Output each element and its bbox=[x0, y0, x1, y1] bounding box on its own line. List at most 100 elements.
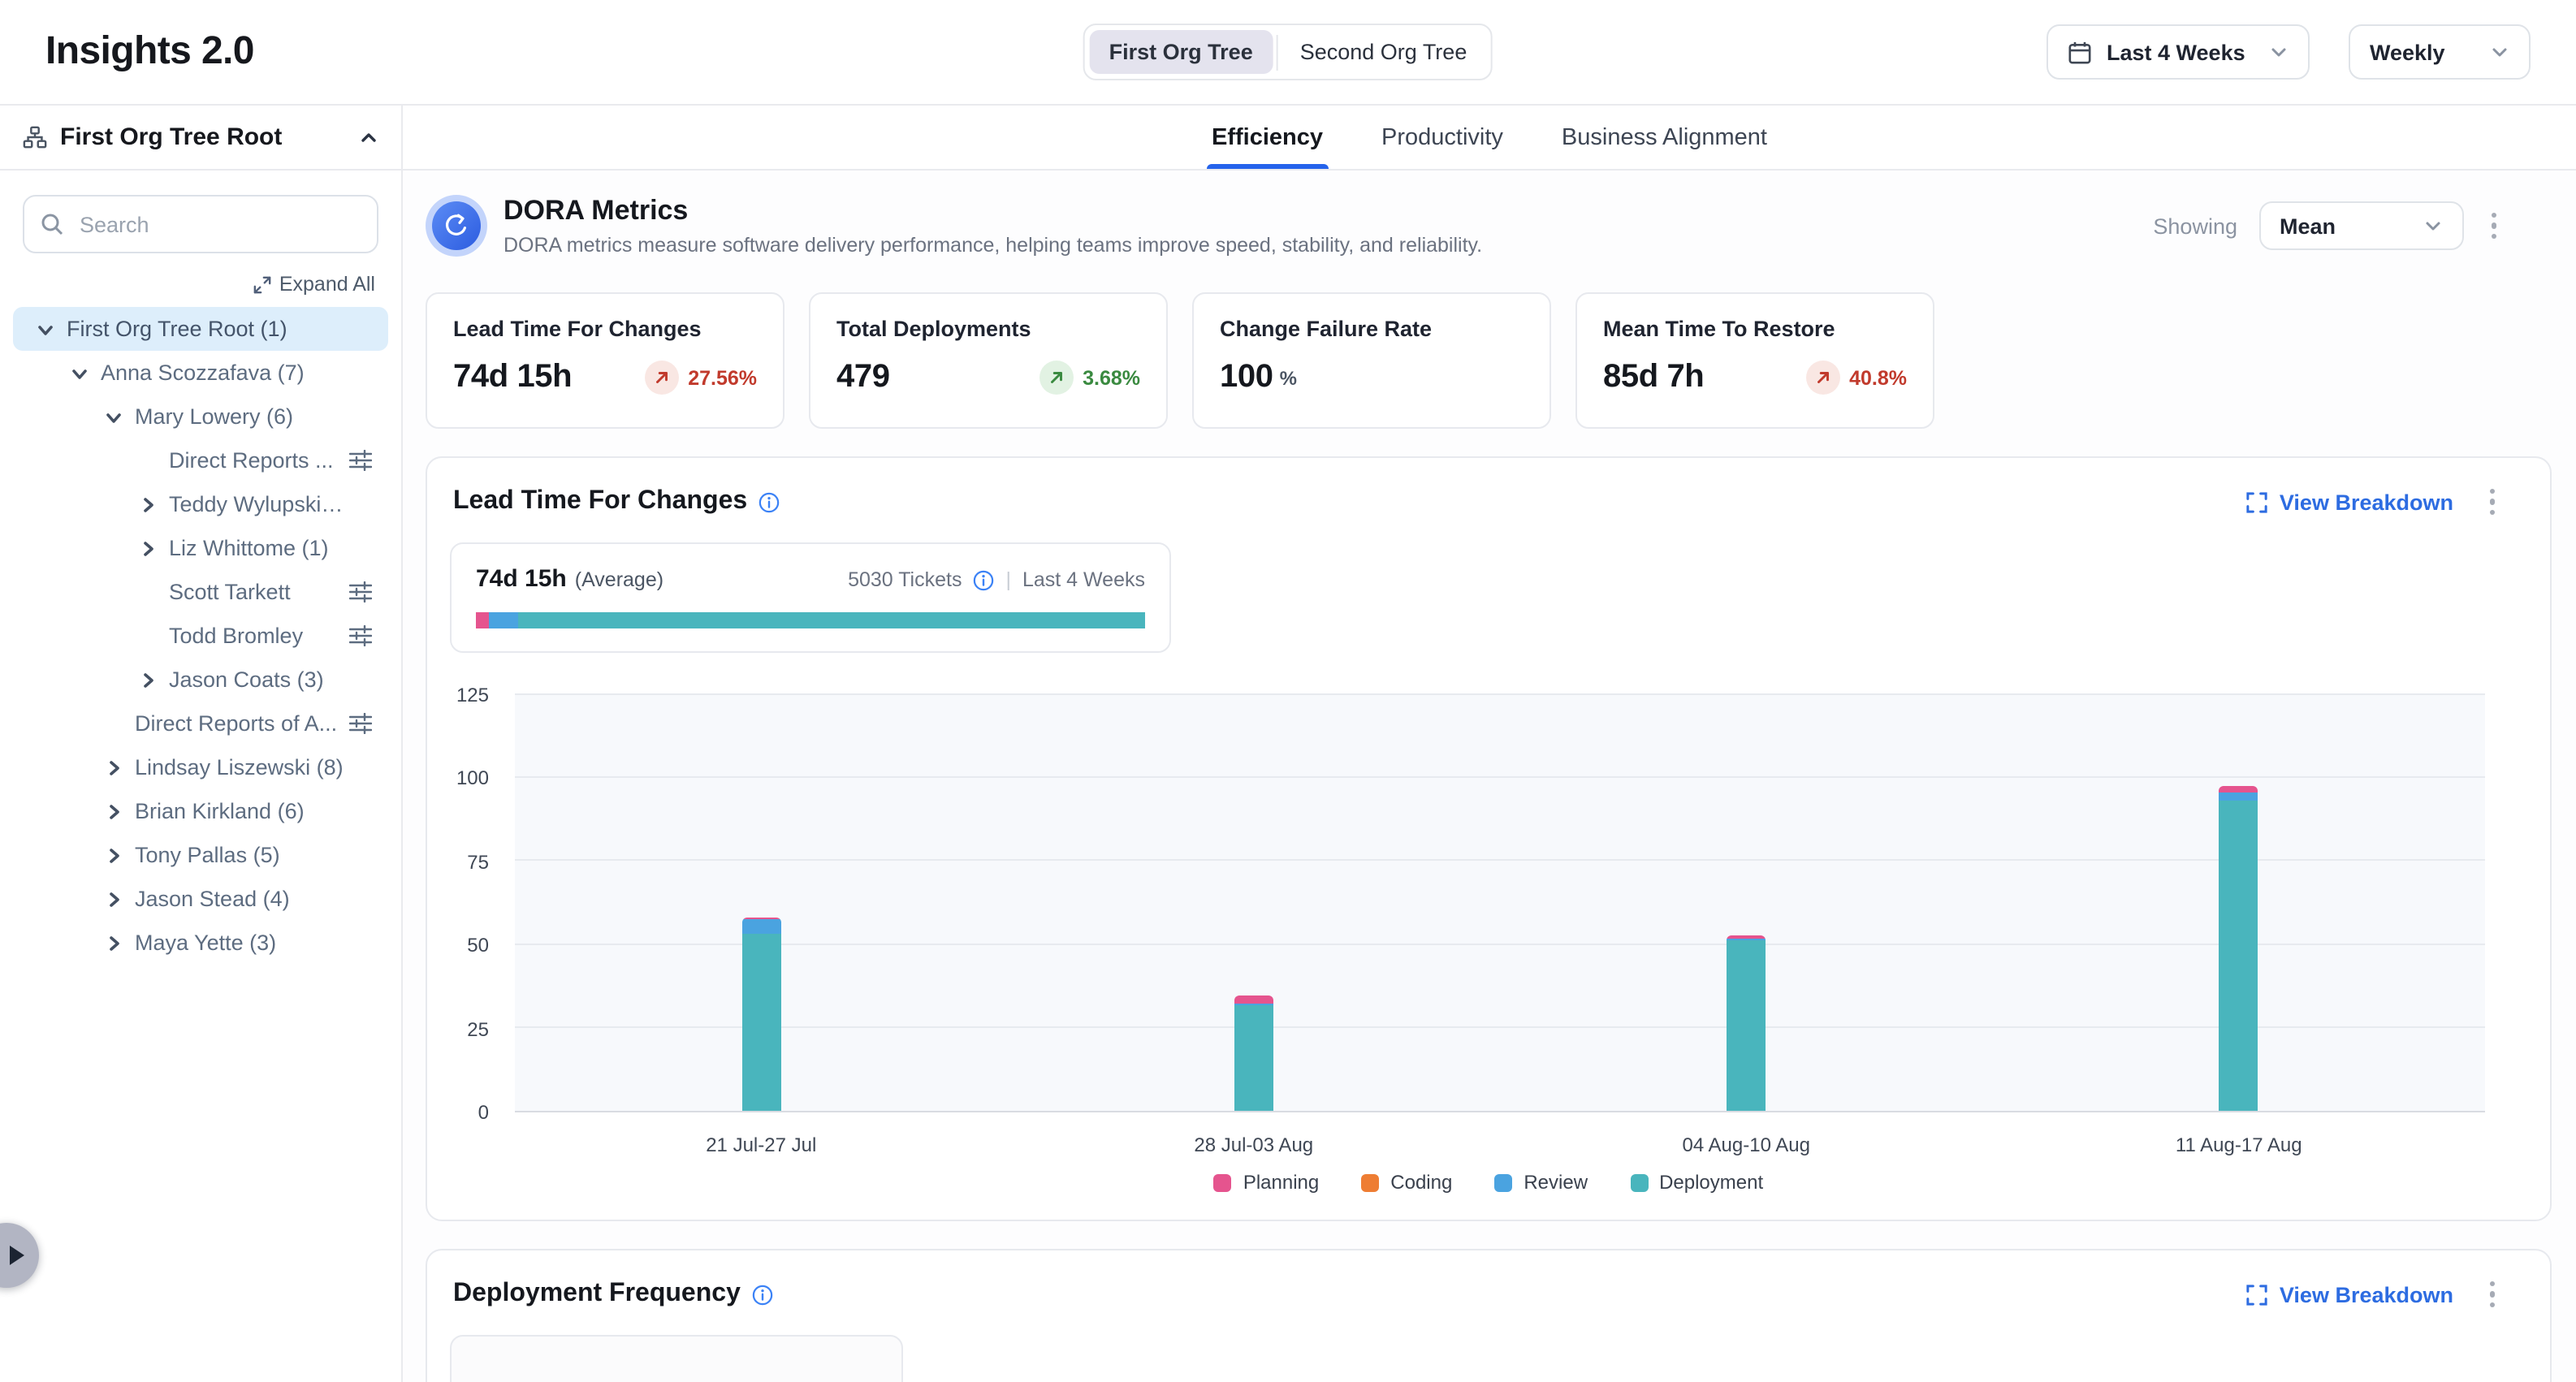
chevron-right-icon[interactable] bbox=[138, 538, 169, 558]
chevron-right-icon[interactable] bbox=[104, 845, 135, 865]
filter-sliders-icon[interactable] bbox=[349, 625, 372, 646]
phase-segment-review bbox=[489, 612, 517, 628]
metric-card: Total Deployments4793.68% bbox=[809, 292, 1168, 429]
date-range-select[interactable]: Last 4 Weeks bbox=[2047, 24, 2310, 80]
tab-efficiency[interactable]: Efficiency bbox=[1212, 106, 1323, 169]
y-tick-label: 100 bbox=[456, 767, 489, 790]
tree-item[interactable]: Direct Reports ... bbox=[13, 438, 388, 482]
y-tick-label: 75 bbox=[467, 851, 489, 874]
org-tree: First Org Tree Root (1) Anna Scozzafava (… bbox=[0, 304, 401, 968]
summary-qualifier: (Average) bbox=[575, 568, 663, 591]
legend-item-planning: Planning bbox=[1214, 1171, 1319, 1194]
info-icon[interactable] bbox=[973, 569, 994, 590]
collapse-sidebar-chevron-up-icon[interactable] bbox=[359, 127, 378, 147]
tree-item-label: First Org Tree Root (1) bbox=[67, 317, 330, 341]
page-title: Insights 2.0 bbox=[45, 29, 254, 75]
filter-sliders-icon[interactable] bbox=[349, 450, 372, 471]
expand-all-button[interactable]: Expand All bbox=[253, 273, 375, 296]
chart-plot-area bbox=[515, 695, 2485, 1112]
body: First Org Tree Root Expand All First Org… bbox=[0, 106, 2576, 1382]
gridline bbox=[515, 693, 2485, 695]
tree-item[interactable]: First Org Tree Root (1) bbox=[13, 307, 388, 351]
bar-04-aug-10-aug[interactable] bbox=[1727, 936, 1766, 1111]
chevron-right-icon[interactable] bbox=[104, 801, 135, 821]
content: DORA Metrics DORA metrics measure softwa… bbox=[403, 171, 2576, 1382]
lead-time-chart: 0255075100125 bbox=[450, 695, 2527, 1112]
chevron-down-icon[interactable] bbox=[70, 363, 101, 382]
metric-delta-value: 3.68% bbox=[1083, 366, 1140, 389]
tree-item-label: Liz Whittome (1) bbox=[169, 536, 371, 560]
calendar-icon bbox=[2068, 40, 2092, 64]
chevron-right-icon[interactable] bbox=[138, 494, 169, 514]
dora-text: DORA Metrics DORA metrics measure softwa… bbox=[504, 195, 1482, 257]
info-icon[interactable] bbox=[759, 491, 780, 512]
chevron-down-icon[interactable] bbox=[104, 407, 135, 426]
tree-item[interactable]: Liz Whittome (1) bbox=[13, 526, 388, 570]
toggle-first-org-tree[interactable]: First Org Tree bbox=[1090, 30, 1273, 74]
summary-meta: 5030 Tickets | Last 4 Weeks bbox=[848, 568, 1145, 591]
summary-value: 74d 15h bbox=[476, 565, 567, 593]
toggle-second-org-tree[interactable]: Second Org Tree bbox=[1281, 30, 1487, 74]
tree-item[interactable]: Tony Pallas (5) bbox=[13, 833, 388, 877]
org-chart-icon bbox=[23, 125, 47, 149]
bar-11-aug-17-aug[interactable] bbox=[2219, 787, 2258, 1111]
filter-sliders-icon[interactable] bbox=[349, 581, 372, 602]
tree-item[interactable]: Scott Tarkett bbox=[13, 570, 388, 614]
dora-metrics-section: DORA Metrics DORA metrics measure softwa… bbox=[426, 195, 2552, 429]
tab-label: Productivity bbox=[1381, 124, 1503, 150]
lead-time-panel: Lead Time For Changes View Breakdown bbox=[426, 456, 2552, 1221]
tree-item[interactable]: Anna Scozzafava (7) bbox=[13, 351, 388, 395]
expand-all-icon bbox=[253, 275, 271, 293]
bar-segment-review bbox=[2219, 792, 2258, 800]
chevron-down-icon[interactable] bbox=[36, 319, 67, 339]
tree-item[interactable]: Jason Stead (4) bbox=[13, 877, 388, 921]
y-tick-label: 25 bbox=[467, 1017, 489, 1040]
search-input[interactable] bbox=[23, 195, 378, 253]
granularity-value: Weekly bbox=[2370, 40, 2445, 64]
metric-cards: Lead Time For Changes 74d 15h27.56% Total … bbox=[426, 292, 2552, 429]
tree-item[interactable]: Teddy Wylupski (2) bbox=[13, 482, 388, 526]
y-tick-label: 125 bbox=[456, 684, 489, 706]
deployment-frequency-menu-kebab-icon[interactable] bbox=[2483, 1275, 2501, 1315]
filter-sliders-icon[interactable] bbox=[349, 713, 372, 734]
legend-swatch bbox=[1214, 1173, 1232, 1191]
dora-menu-kebab-icon[interactable] bbox=[2484, 206, 2503, 246]
chevron-right-icon[interactable] bbox=[104, 889, 135, 909]
view-breakdown-label: View Breakdown bbox=[2280, 1282, 2453, 1306]
tree-item[interactable]: Mary Lowery (6) bbox=[13, 395, 388, 438]
metric-value-row: 74d 15h27.56% bbox=[453, 359, 757, 396]
deployment-frequency-view-breakdown-button[interactable]: View Breakdown bbox=[2247, 1282, 2453, 1306]
tree-item-label: Todd Bromley bbox=[169, 624, 345, 648]
lead-time-menu-kebab-icon[interactable] bbox=[2483, 482, 2501, 522]
tab-business-alignment[interactable]: Business Alignment bbox=[1562, 106, 1767, 169]
tree-item[interactable]: Jason Coats (3) bbox=[13, 658, 388, 702]
chevron-right-icon[interactable] bbox=[104, 758, 135, 777]
metric-title: Lead Time For Changes bbox=[453, 317, 757, 341]
legend-label: Review bbox=[1524, 1171, 1588, 1194]
tree-item[interactable]: Lindsay Liszewski (8) bbox=[13, 745, 388, 789]
tree-item[interactable]: Maya Yette (3) bbox=[13, 921, 388, 965]
metric-delta-value: 40.8% bbox=[1849, 366, 1907, 389]
tree-item-label: Teddy Wylupski (2) bbox=[169, 492, 388, 516]
bar-28-jul-03-aug[interactable] bbox=[1234, 995, 1273, 1111]
tab-productivity[interactable]: Productivity bbox=[1381, 106, 1503, 169]
sidebar-search bbox=[23, 195, 378, 253]
granularity-select[interactable]: Weekly bbox=[2349, 24, 2531, 80]
metric-delta: 3.68% bbox=[1039, 361, 1140, 395]
chevron-right-icon[interactable] bbox=[104, 933, 135, 952]
metric-value: 74d 15h bbox=[453, 359, 572, 396]
metric-value: 100 bbox=[1220, 359, 1273, 396]
tree-item[interactable]: Brian Kirkland (6) bbox=[13, 789, 388, 833]
chevron-right-icon[interactable] bbox=[138, 670, 169, 689]
metric-title: Change Failure Rate bbox=[1220, 317, 1524, 341]
aggregation-select[interactable]: Mean bbox=[2258, 201, 2463, 250]
metric-card: Change Failure Rate100% bbox=[1192, 292, 1551, 429]
tree-item[interactable]: Todd Bromley bbox=[13, 614, 388, 658]
info-icon[interactable] bbox=[752, 1284, 773, 1305]
legend-label: Coding bbox=[1390, 1171, 1452, 1194]
tree-item[interactable]: Direct Reports of A... bbox=[13, 702, 388, 745]
main-area: Efficiency Productivity Business Alignme… bbox=[403, 106, 2576, 1382]
metric-card: Lead Time For Changes 74d 15h27.56% bbox=[426, 292, 784, 429]
bar-21-jul-27-jul[interactable] bbox=[741, 917, 780, 1111]
lead-time-view-breakdown-button[interactable]: View Breakdown bbox=[2247, 490, 2453, 514]
